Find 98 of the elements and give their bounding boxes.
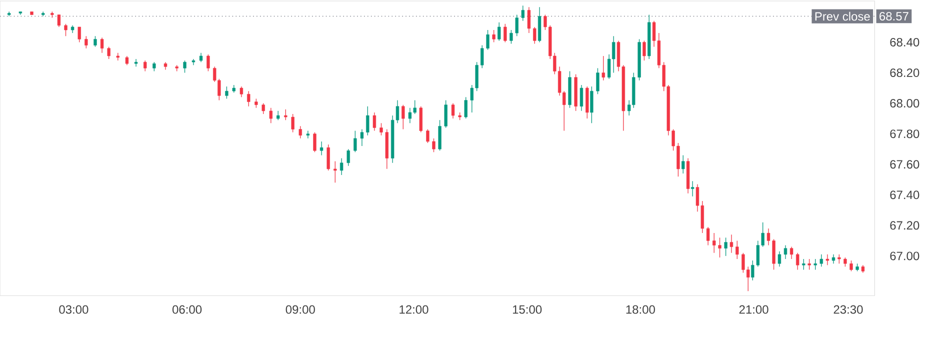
- candlestick: [480, 44, 484, 69]
- candlestick: [225, 86, 228, 100]
- candlestick: [240, 86, 244, 98]
- candlestick: [850, 260, 853, 272]
- candlestick: [269, 108, 272, 124]
- candlestick: [94, 36, 97, 48]
- candlestick: [844, 257, 847, 267]
- candlestick: [144, 60, 147, 72]
- candlestick: [262, 102, 265, 114]
- candlestick: [360, 128, 364, 146]
- candlestick: [291, 114, 294, 133]
- candlestick: [596, 68, 600, 94]
- y-tick-label: 67.20: [890, 221, 920, 230]
- candlestick: [492, 30, 496, 43]
- x-tick-label: 12:00: [400, 305, 428, 314]
- candlestick: [206, 54, 210, 72]
- y-tick-label: 67.00: [890, 252, 920, 260]
- x-tick-label: 18:00: [626, 305, 655, 314]
- candlestick: [438, 120, 442, 151]
- candlestick: [690, 180, 694, 197]
- candlestick: [682, 154, 685, 174]
- candlestick: [736, 240, 739, 260]
- candlestick: [796, 252, 800, 270]
- candlestick: [100, 37, 104, 54]
- candlestick: [134, 58, 138, 67]
- candlestick: [84, 36, 88, 49]
- x-tick-label: 06:00: [172, 305, 202, 314]
- candlestick: [642, 40, 646, 61]
- candlestick: [402, 104, 405, 130]
- candlestick: [580, 84, 584, 112]
- candlestick: [451, 102, 455, 119]
- candlestick: [366, 106, 370, 136]
- y-tick-label: 67.40: [890, 190, 920, 200]
- candlestick: [527, 6, 531, 34]
- candlestick: [199, 52, 203, 62]
- candlestick: [254, 98, 258, 108]
- candlestick: [419, 106, 422, 133]
- candlestick: [380, 122, 383, 136]
- candlestick: [183, 60, 186, 74]
- candlestick: [334, 160, 337, 184]
- candlestick: [778, 251, 782, 267]
- candlestick: [521, 5, 525, 22]
- candlestick: [247, 90, 250, 107]
- x-tick-label: 03:00: [59, 305, 88, 314]
- candlestick: [832, 254, 836, 264]
- candlestick: [354, 130, 357, 152]
- candlestick: [820, 254, 823, 267]
- candlestick: [444, 100, 448, 128]
- candlestick: [724, 237, 728, 256]
- candlestick: [340, 158, 344, 176]
- ref-line-label: Prev close: [815, 12, 870, 21]
- candlestick: [320, 141, 324, 156]
- y-tick-label: 67.80: [890, 130, 920, 138]
- candlestick: [730, 234, 734, 254]
- candlestick: [602, 56, 605, 81]
- candlestick: [498, 22, 501, 42]
- x-tick-label: 23:30: [834, 305, 863, 314]
- candlestick: [590, 86, 594, 124]
- candlestick: [346, 148, 350, 166]
- candlestick: [533, 26, 536, 44]
- candlestick: [510, 30, 513, 44]
- x-tick-label: 21:00: [739, 305, 768, 314]
- candlestick: [152, 62, 156, 72]
- candlestick: [107, 46, 110, 60]
- x-tick-label: 09:00: [286, 305, 315, 314]
- candlestick: [276, 110, 280, 120]
- candlestick: [504, 24, 507, 43]
- text: 68.57: [880, 12, 908, 21]
- candlestick: [64, 24, 68, 36]
- y-tick-label: 67.60: [890, 160, 920, 169]
- candlestick: [372, 112, 376, 132]
- candlestick: [326, 144, 330, 171]
- candlestick: [57, 14, 61, 28]
- candlestick: [838, 254, 841, 264]
- candlestick: [718, 237, 722, 258]
- candlestick: [784, 244, 788, 260]
- candlestick: [306, 130, 310, 139]
- x-tick-label: 15:00: [512, 305, 542, 314]
- candlestick: [515, 14, 518, 36]
- candlestick: [78, 26, 81, 43]
- candlestick: [802, 258, 806, 270]
- candlestick: [814, 258, 817, 270]
- y-tick-label: 68.00: [890, 99, 920, 108]
- candlestick: [706, 226, 710, 246]
- candlestick: [808, 258, 811, 270]
- candlestick: [426, 128, 430, 144]
- candlestick: [486, 30, 490, 50]
- candlestick: [432, 138, 436, 152]
- y-tick-label: 68.40: [890, 38, 920, 46]
- candlestick: [298, 126, 302, 139]
- candlestick: [464, 96, 468, 119]
- candlestick: [313, 132, 316, 152]
- candlestick: [826, 254, 830, 266]
- y-tick-label: 68.20: [890, 68, 920, 78]
- candlestick: [712, 232, 716, 254]
- candlestick: [790, 246, 794, 260]
- candlestick: [284, 109, 288, 120]
- candlestick: [125, 56, 129, 66]
